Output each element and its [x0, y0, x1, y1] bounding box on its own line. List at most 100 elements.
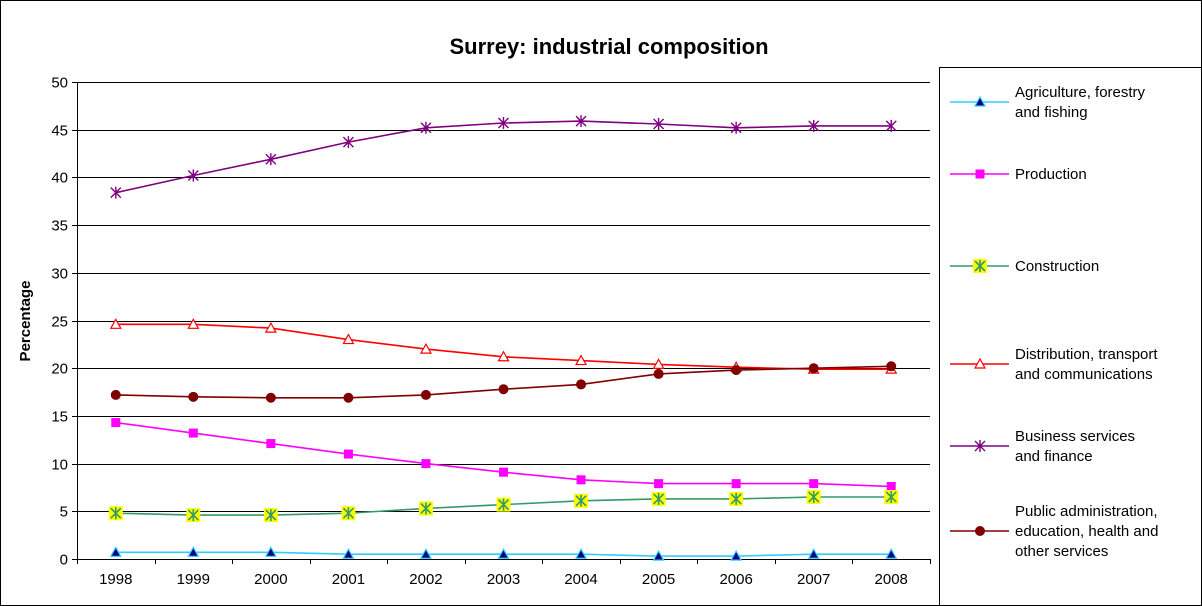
data-point: [884, 489, 899, 504]
legend-item: Construction: [950, 258, 1099, 275]
data-point: [575, 354, 588, 366]
data-point: [575, 547, 588, 559]
data-point: [111, 418, 121, 428]
legend-item: Business services and finance: [950, 428, 1135, 465]
y-tick-label: 15: [51, 409, 68, 426]
data-point: [110, 389, 121, 400]
data-point: [187, 169, 199, 182]
data-point: [652, 358, 665, 369]
chart-title: Surrey: industrial composition: [449, 34, 768, 59]
data-point: [731, 479, 741, 489]
data-point: [729, 491, 744, 506]
data-point: [731, 365, 742, 376]
legend-box: [939, 67, 1202, 606]
legend-label: Production: [1015, 166, 1087, 183]
data-point: [265, 392, 276, 403]
data-point: [419, 342, 432, 354]
data-point: [187, 318, 200, 329]
data-point: [730, 121, 742, 134]
legend-marker: [973, 95, 987, 107]
x-tick-labels: 1998 1999 2000 2001 2002 2003 2004 2005 2006 2007…: [99, 571, 908, 588]
y-axis-title: Percentage: [17, 281, 34, 362]
data-point: [188, 391, 199, 402]
x-tick-label: 2004: [564, 571, 597, 588]
data-point: [498, 117, 509, 130]
data-point: [496, 497, 511, 512]
data-point: [109, 318, 122, 329]
data-point: [575, 115, 587, 128]
legend-marker: [975, 526, 985, 536]
data-point: [885, 547, 898, 559]
data-point: [574, 493, 589, 508]
x-tick-label: 2005: [642, 571, 675, 588]
data-point: [421, 459, 431, 469]
data-point: [654, 479, 664, 489]
data-point: [576, 475, 586, 485]
data-point: [342, 547, 355, 559]
data-point: [264, 546, 277, 557]
data-point: [886, 481, 896, 491]
data-point: [497, 547, 510, 559]
y-tick-label: 25: [51, 314, 68, 331]
data-point: [420, 389, 431, 400]
data-point: [108, 506, 123, 521]
data-point: [266, 439, 276, 449]
y-tick-label: 30: [51, 266, 68, 283]
data-point: [576, 379, 587, 390]
series-1: [111, 418, 896, 491]
data-point: [419, 547, 432, 559]
data-point: [188, 428, 198, 438]
data-point: [264, 321, 277, 333]
data-point: [420, 121, 432, 134]
y-tick-label: 10: [51, 457, 68, 474]
legend-item: Distribution, transport and communication…: [950, 346, 1158, 383]
data-point: [343, 449, 353, 459]
x-tick-label: 1999: [177, 571, 210, 588]
y-tick-label: 35: [51, 218, 68, 235]
x-tick-label: 2001: [332, 571, 365, 588]
data-point: [885, 119, 897, 132]
data-point: [265, 153, 277, 166]
y-tick-labels: 0 5 10 15 20 25 30 35 40 45 50: [51, 75, 68, 569]
legend-label: Distribution, transport and communication…: [1015, 346, 1158, 383]
series-5: [110, 361, 897, 403]
data-point: [187, 546, 200, 557]
y-tick-label: 50: [51, 75, 68, 92]
data-point: [807, 547, 820, 559]
data-point: [653, 368, 664, 379]
legend-item: Production: [950, 166, 1087, 183]
x-tick-label: 2007: [797, 571, 830, 588]
legend-marker: [974, 440, 986, 452]
data-point: [886, 361, 897, 372]
data-point: [342, 333, 355, 345]
x-tick-label: 2003: [487, 571, 520, 588]
data-point: [341, 506, 356, 521]
series-4: [110, 115, 897, 199]
x-tick-label: 2000: [254, 571, 287, 588]
data-point: [186, 508, 201, 523]
axes: [77, 82, 931, 564]
y-tick-label: 20: [51, 361, 68, 378]
data-point: [263, 508, 278, 523]
x-tick-label: 2006: [719, 571, 752, 588]
y-tick-label: 5: [60, 504, 68, 521]
x-tick-label: 2008: [875, 571, 908, 588]
data-point: [808, 119, 820, 132]
legend-item: Agriculture, forestry and fishing: [950, 84, 1146, 121]
data-point: [651, 491, 666, 506]
y-tick-label: 45: [51, 123, 68, 140]
legend-label: Public administration, education, health …: [1015, 503, 1158, 560]
legend-label: Agriculture, forestry and fishing: [1015, 84, 1146, 121]
data-point: [109, 546, 122, 557]
y-axis-label: Percentage: [17, 281, 34, 362]
legend-marker: [973, 259, 987, 273]
x-tick-label: 1998: [99, 571, 132, 588]
data-point: [806, 489, 821, 504]
data-point: [110, 186, 122, 199]
data-point: [653, 117, 665, 130]
y-tick-label: 0: [60, 552, 68, 569]
data-point: [808, 363, 819, 374]
legend: Agriculture, forestry and fishing Producti…: [950, 84, 1158, 560]
legend-marker: [973, 357, 987, 369]
